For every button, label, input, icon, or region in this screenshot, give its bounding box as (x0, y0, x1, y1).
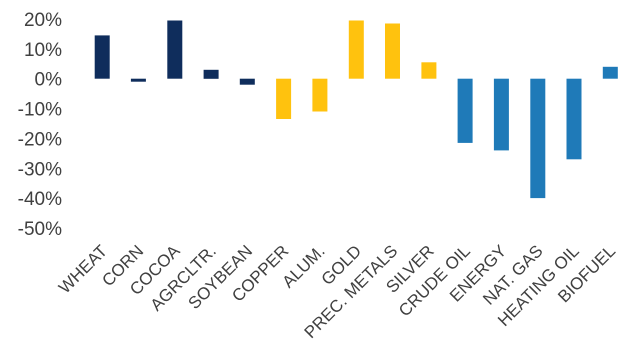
y-tick-label: -30% (18, 159, 62, 180)
bar-gold (348, 20, 364, 79)
x-axis: WHEATCORNCOCOAAGRCLTR.SOYBEANCOPPERALUM.… (55, 241, 619, 342)
bar-biofuel (602, 66, 618, 79)
bar-energy (493, 78, 509, 151)
bar-prec-metals (385, 23, 400, 79)
y-tick-label: -50% (18, 219, 62, 240)
y-tick-label: -10% (18, 100, 62, 121)
bar-cocoa (167, 20, 183, 79)
y-tick-label: 20% (24, 10, 62, 31)
y-tick-label: -20% (18, 129, 62, 150)
bar-copper (276, 78, 292, 119)
bar-nat-gas (530, 78, 546, 199)
bar-soybean (239, 78, 255, 85)
bar-heating-oil (566, 78, 582, 160)
bar-silver (421, 62, 437, 79)
bar-crude-oil (457, 78, 473, 143)
y-tick-label: 0% (35, 70, 63, 91)
x-category-label: WHEAT (55, 241, 111, 297)
y-tick-label: 10% (24, 40, 62, 61)
bar-alum (312, 78, 328, 112)
bar-series (94, 20, 618, 199)
bar-corn (130, 78, 146, 82)
bar-wheat (94, 35, 110, 79)
y-axis: 20% 10% 0% -10% -20% -30% -40% -50% (18, 10, 62, 240)
bar-agrcltr (203, 69, 219, 79)
y-tick-label: -40% (18, 189, 62, 210)
